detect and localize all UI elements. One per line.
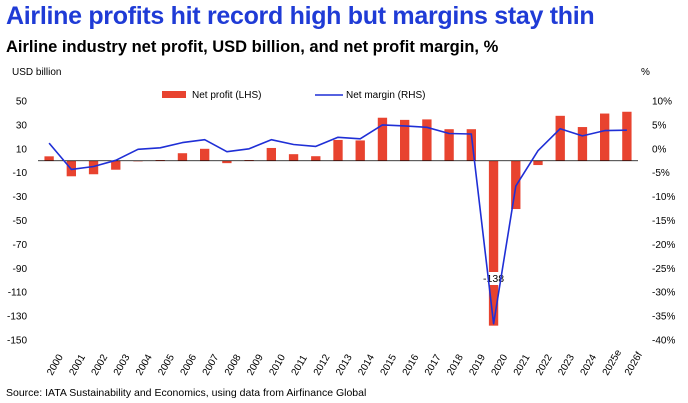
x-tick-label: 2025e <box>601 348 625 378</box>
x-tick-label: 2020 <box>490 352 511 377</box>
bar-2016 <box>400 119 410 161</box>
x-tick-label: 2011 <box>290 353 310 378</box>
x-tick-label: 2003 <box>112 352 133 377</box>
bar-2010 <box>266 147 276 161</box>
bar-2002 <box>88 160 99 175</box>
bar-2023 <box>555 115 565 161</box>
chart-title: Airline profits hit record high but marg… <box>6 2 595 30</box>
left-tick-label: 30 <box>16 120 28 131</box>
right-tick-label: 0% <box>652 144 667 155</box>
bar-2014 <box>355 140 365 161</box>
right-tick-label: -25% <box>652 264 675 275</box>
right-tick-label: -15% <box>652 216 675 227</box>
x-tick-label: 2014 <box>356 352 377 377</box>
left-tick-label: -30 <box>13 192 28 203</box>
x-tick-label: 2005 <box>156 352 177 377</box>
legend-line-label: Net margin (RHS) <box>346 90 425 101</box>
left-tick-label: -150 <box>7 336 27 347</box>
x-tick-label: 2000 <box>45 352 66 377</box>
bar-2000 <box>44 156 54 161</box>
bar-2008 <box>222 160 232 164</box>
x-tick-label: 2001 <box>67 352 88 377</box>
left-tick-label: -90 <box>13 264 28 275</box>
right-axis-label: % <box>641 67 650 78</box>
x-tick-label: 2012 <box>312 352 333 377</box>
x-tick-label: 2016 <box>401 352 422 377</box>
right-tick-label: 10% <box>652 97 672 108</box>
right-tick-label: -40% <box>652 336 675 347</box>
bar-2026f <box>622 111 632 161</box>
bar-2025e <box>600 113 610 161</box>
bar-2017 <box>422 119 432 161</box>
bar-2018 <box>444 129 454 161</box>
x-tick-label: 2018 <box>445 352 466 377</box>
x-tick-label: 2026f <box>623 350 645 377</box>
x-tick-label: 2022 <box>534 352 555 377</box>
x-tick-label: 2008 <box>223 352 244 377</box>
chart-subtitle: Airline industry net profit, USD billion… <box>6 38 499 56</box>
bar-2024 <box>577 127 588 161</box>
right-tick-label: -10% <box>652 192 675 203</box>
x-tick-label: 2015 <box>379 352 400 377</box>
bar-2012 <box>311 156 321 161</box>
x-tick-label: 2004 <box>134 352 155 377</box>
bar-2019 <box>466 129 476 161</box>
x-tick-label: 2006 <box>179 352 200 377</box>
x-tick-label: 2019 <box>467 352 488 377</box>
x-tick-label: 2017 <box>423 352 444 377</box>
x-tick-label: 2009 <box>245 352 266 377</box>
bar-2007 <box>200 148 210 161</box>
right-tick-label: -5% <box>652 168 670 179</box>
bar-2006 <box>177 153 188 161</box>
legend-bar-swatch <box>162 91 186 98</box>
x-tick-label: 2024 <box>579 352 600 377</box>
net-margin-line <box>48 124 627 325</box>
left-tick-label: -50 <box>13 216 28 227</box>
bar-2020 <box>488 160 499 326</box>
x-tick-label: 2021 <box>512 352 533 377</box>
x-tick-label: 2023 <box>556 352 577 377</box>
x-tick-label: 2010 <box>267 352 288 377</box>
source-note: Source: IATA Sustainability and Economic… <box>6 387 367 399</box>
left-tick-label: -110 <box>8 288 28 299</box>
right-tick-label: 5% <box>652 120 667 131</box>
left-axis-label: USD billion <box>12 67 61 78</box>
bar-2003 <box>111 160 121 170</box>
left-tick-label: 50 <box>16 97 28 108</box>
right-tick-label: -20% <box>652 240 675 251</box>
right-tick-label: -30% <box>652 288 675 299</box>
legend-bar-label: Net profit (LHS) <box>192 90 261 101</box>
x-tick-label: 2007 <box>201 352 222 377</box>
right-tick-label: -35% <box>652 312 675 323</box>
bar-2015 <box>377 117 388 161</box>
bar-2013 <box>333 139 343 161</box>
bar-2011 <box>288 154 299 161</box>
left-tick-label: -70 <box>13 240 28 251</box>
left-tick-label: -10 <box>13 168 28 179</box>
left-tick-label: 10 <box>16 144 28 155</box>
bar-2022 <box>533 160 543 166</box>
x-tick-label: 2013 <box>334 352 355 377</box>
left-tick-label: -130 <box>7 312 27 323</box>
x-tick-label: 2002 <box>90 352 111 377</box>
